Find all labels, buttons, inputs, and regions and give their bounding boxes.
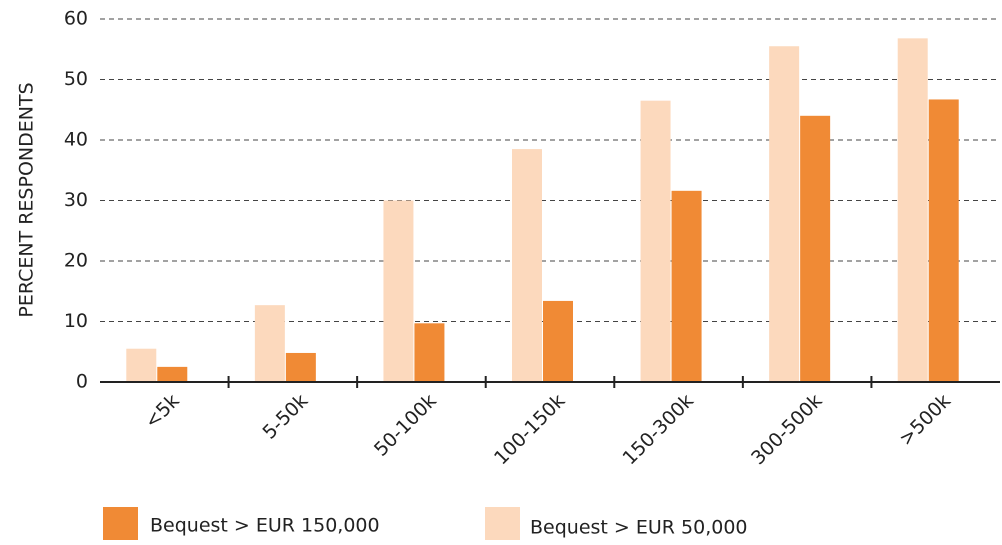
bar <box>285 352 316 382</box>
bar <box>126 348 157 382</box>
y-axis-label: PERCENT RESPONDENTS <box>16 82 38 317</box>
x-tick-label: 5-50k <box>258 390 312 444</box>
bar <box>543 300 573 382</box>
bar <box>512 149 542 382</box>
bar <box>800 115 831 383</box>
x-tick-label: 150-300k <box>619 390 698 469</box>
x-tick-label: 50-100k <box>370 390 441 461</box>
x-tick-label: <5k <box>141 390 184 433</box>
bar <box>897 38 928 383</box>
y-tick-label: 10 <box>64 310 88 332</box>
bar <box>157 366 188 382</box>
y-tick-label: 50 <box>64 68 88 90</box>
bar <box>671 190 702 382</box>
legend-swatch <box>103 507 138 540</box>
x-tick-label: >500k <box>895 390 955 450</box>
y-tick-label: 60 <box>64 8 88 30</box>
y-tick-label: 20 <box>64 250 88 272</box>
legend-swatch <box>485 507 520 540</box>
bar <box>769 46 800 382</box>
x-tick-label: 100-150k <box>490 390 569 469</box>
bar <box>254 305 285 382</box>
bar <box>928 99 959 382</box>
y-tick-label: 0 <box>76 371 88 393</box>
bar <box>414 323 445 382</box>
legend-label: Bequest > EUR 50,000 <box>530 517 748 539</box>
y-tick-label: 40 <box>64 129 88 151</box>
bar <box>383 200 414 382</box>
x-tick-label: 300-500k <box>747 390 826 469</box>
bar <box>640 100 671 383</box>
y-tick-label: 30 <box>64 189 88 211</box>
legend-label: Bequest > EUR 150,000 <box>150 515 380 537</box>
